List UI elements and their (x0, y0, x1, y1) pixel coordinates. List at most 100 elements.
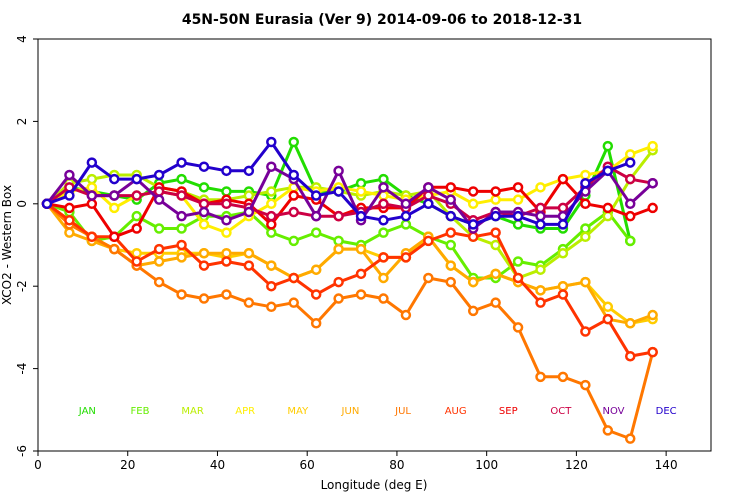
data-point-jul (490, 297, 501, 308)
data-point-may (602, 301, 614, 313)
data-point-feb (400, 219, 412, 230)
data-point-apr (467, 198, 479, 210)
data-point-aug (624, 350, 636, 362)
data-point-jul (153, 276, 165, 288)
data-point-dec (580, 177, 591, 189)
data-point-nov (400, 198, 412, 210)
data-point-feb (512, 256, 524, 267)
data-point-jan (512, 219, 524, 230)
data-point-nov (64, 169, 75, 181)
data-point-oct (198, 198, 210, 210)
data-point-sep (86, 198, 98, 210)
data-point-dec (378, 215, 389, 226)
data-point-apr (86, 182, 98, 193)
data-point-feb (310, 227, 322, 238)
data-point-nov (266, 161, 277, 172)
data-point-apr (109, 202, 120, 214)
data-point-nov (423, 182, 434, 193)
data-point-dec (512, 210, 524, 222)
data-point-apr (198, 219, 210, 230)
data-point-jun (243, 247, 255, 259)
data-point-nov (243, 206, 255, 218)
data-point-sep (467, 186, 479, 197)
data-point-aug (153, 243, 165, 255)
data-point-sep (602, 202, 614, 214)
data-point-jul (333, 293, 344, 304)
data-point-aug (400, 252, 412, 263)
data-point-jul (580, 379, 591, 391)
series-aug (41, 198, 658, 362)
data-point-jun (557, 280, 569, 292)
data-point-dec (288, 169, 299, 181)
data-point-nov (221, 215, 232, 226)
data-point-nov (198, 206, 210, 218)
data-point-aug (131, 256, 142, 267)
data-point-jul (243, 297, 255, 308)
legend: JAN FEB MAR APR MAY JUN JUL AUG SEP OCT NOV DEC (78, 406, 677, 417)
data-point-oct (131, 190, 142, 201)
data-point-dec (221, 165, 232, 177)
data-point-nov (378, 182, 389, 193)
data-point-dec (400, 210, 412, 222)
data-point-jun (266, 260, 277, 271)
x-tick-label: 80 (389, 458, 404, 472)
data-point-mar (243, 190, 255, 201)
data-point-feb (176, 223, 187, 234)
data-point-mar (580, 231, 591, 243)
data-point-feb (266, 227, 277, 238)
data-point-dec (64, 190, 75, 201)
data-point-jan (221, 186, 232, 197)
data-point-sep (64, 202, 75, 214)
data-point-oct (153, 186, 165, 197)
data-point-mar (86, 173, 98, 185)
data-point-aug (490, 227, 501, 238)
data-point-jun (153, 256, 165, 267)
data-point-jul (423, 272, 434, 284)
data-point-sep (490, 186, 501, 197)
series-dec (41, 136, 636, 230)
data-point-jun (535, 285, 546, 296)
data-point-jul (266, 301, 277, 313)
data-point-aug (580, 326, 591, 337)
data-point-dec (176, 157, 187, 168)
data-point-dec (355, 210, 367, 222)
data-point-dec (86, 157, 98, 168)
legend-label-jan: JAN (78, 406, 96, 417)
data-point-oct (176, 190, 187, 201)
data-point-dec (131, 173, 142, 185)
data-point-aug (86, 231, 98, 243)
series-line-oct (46, 165, 653, 222)
data-point-dec (602, 165, 614, 177)
data-point-aug (310, 289, 322, 300)
data-point-aug (266, 280, 277, 292)
x-tick-label: 40 (210, 458, 225, 472)
data-point-aug (243, 260, 255, 271)
data-point-nov (176, 210, 187, 222)
data-point-aug (288, 272, 299, 284)
data-point-jul (378, 293, 389, 304)
data-point-jul (355, 289, 367, 300)
data-point-jun (467, 276, 479, 288)
data-point-nov (333, 165, 344, 177)
legend-label-jun: JUN (341, 406, 360, 417)
data-point-feb (378, 227, 389, 238)
data-point-sep (131, 223, 142, 234)
data-point-aug (221, 256, 232, 267)
data-point-sep (557, 173, 569, 185)
data-point-aug (557, 289, 569, 300)
data-point-mar (602, 210, 614, 222)
data-point-mar (266, 186, 277, 197)
data-point-jun (176, 252, 187, 263)
data-point-feb (333, 235, 344, 247)
data-point-jul (445, 276, 457, 288)
data-point-feb (288, 235, 299, 247)
data-point-dec (423, 198, 434, 210)
data-point-feb (624, 235, 636, 247)
data-point-oct (288, 206, 299, 218)
data-point-jul (512, 322, 524, 333)
series-line-jun (45, 202, 654, 325)
data-point-sep (266, 219, 277, 230)
x-tick-label: 140 (655, 458, 678, 472)
data-point-apr (512, 194, 524, 205)
data-point-apr (580, 169, 591, 181)
